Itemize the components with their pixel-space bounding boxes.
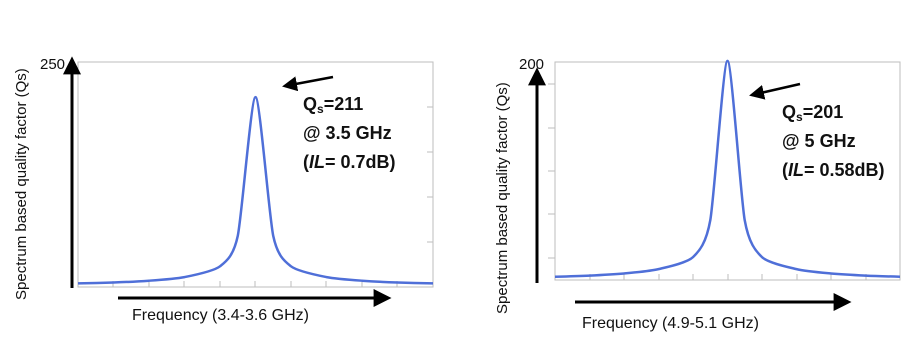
- annotation-qs: Qs=211: [303, 94, 363, 116]
- y-axis-label: Spectrum based quality factor (Qs): [13, 68, 30, 300]
- y-tick-top: 250: [40, 56, 65, 73]
- series-line-resonance: [77, 95, 434, 285]
- x-axis-label: Frequency (4.9-5.1 GHz): [582, 315, 759, 332]
- right-axis-ticks: [427, 106, 433, 243]
- plot-frame: [77, 61, 434, 288]
- y-tick-top: 200: [519, 56, 544, 73]
- chart-right: 200 Spectrum based quality factor (Qs) F…: [494, 56, 901, 332]
- bottom-axis-ticks: [112, 281, 398, 287]
- annotation-arrow: [282, 75, 334, 92]
- series-line-resonance: [554, 59, 901, 278]
- annotation-arrow: [749, 82, 801, 100]
- annotation-qs: Qs=201: [782, 102, 843, 124]
- x-axis-label: Frequency (3.4-3.6 GHz): [132, 307, 309, 324]
- annotation-insertion-loss: (IL= 0.58dB): [782, 160, 885, 180]
- annotation-frequency: @ 3.5 GHz: [303, 123, 392, 143]
- chart-left: 250 Spectrum based quality factor (Qs) F…: [13, 56, 434, 324]
- annotation-insertion-loss: (IL= 0.7dB): [303, 152, 396, 172]
- right-axis-ticks: [548, 83, 555, 259]
- y-axis-label: Spectrum based quality factor (Qs): [494, 82, 511, 314]
- annotation-frequency: @ 5 GHz: [782, 131, 856, 151]
- bottom-axis-ticks: [589, 274, 867, 280]
